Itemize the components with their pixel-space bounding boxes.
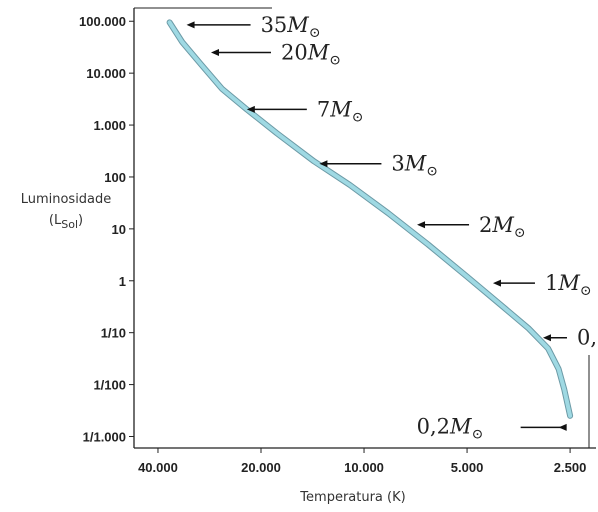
mass-arrow [246, 105, 307, 113]
x-tick-label: 5.000 [451, 460, 484, 475]
y-tick-label: 1/100 [93, 378, 126, 393]
mass-label: 0,2M⊙ [417, 414, 484, 442]
mass-symbol: M [307, 40, 330, 64]
sun-symbol: ⊙ [426, 164, 438, 180]
y-axis-label: Luminosidade [21, 192, 112, 207]
y-tick-label: 100 [104, 170, 126, 185]
sun-symbol: ⊙ [580, 283, 592, 299]
mass-arrow [542, 334, 567, 342]
y-tick-label: 1/1.000 [83, 429, 126, 444]
mass-symbol: M [329, 97, 352, 121]
mass-arrow [492, 279, 535, 287]
y-tick-label: 10.000 [86, 66, 126, 81]
mass-arrows [186, 21, 567, 431]
mass-symbol: M [491, 213, 514, 237]
y-tick-label: 1.000 [93, 118, 126, 133]
mass-value: 1 [545, 271, 558, 295]
y-tick-label: 100.000 [79, 14, 126, 29]
mass-value: 2 [479, 213, 492, 237]
y-axis-unit-close: ) [78, 213, 83, 228]
y-tick-label: 1 [119, 274, 126, 289]
mass-label: 1M⊙ [545, 271, 592, 299]
x-tick-label: 20.000 [241, 460, 281, 475]
mass-value: 7 [317, 97, 330, 121]
arrow-head [246, 105, 255, 113]
mass-value: 0,5 [577, 326, 598, 350]
mass-label: 7M⊙ [317, 97, 364, 125]
arrow-head [319, 160, 328, 168]
mass-arrow [520, 423, 567, 431]
mass-label: 3M⊙ [391, 152, 438, 180]
arrow-head [492, 279, 501, 287]
mass-value: 0,2 [417, 414, 450, 438]
x-axis-label: Temperatura (K) [299, 490, 405, 505]
arrow-head [558, 423, 567, 431]
main-sequence [166, 19, 574, 419]
mass-label: 20M⊙ [281, 40, 341, 68]
y-tick-label: 10 [112, 222, 126, 237]
y-axis-unit-open: (L [49, 213, 62, 228]
axis-ticks: 100.000 10.000 1.000 100 10 1 1/10 1/100 1/1.000… [79, 14, 586, 475]
main-sequence-line [167, 20, 573, 418]
x-tick-label: 2.500 [554, 460, 587, 475]
sun-symbol: ⊙ [329, 52, 341, 68]
arrow-head [210, 48, 219, 56]
arrow-head [186, 21, 195, 29]
mass-symbol: M [557, 271, 580, 295]
arrow-head [417, 221, 426, 229]
mass-arrow [319, 160, 382, 168]
x-tick-label: 40.000 [138, 460, 178, 475]
mass-label: 2M⊙ [479, 213, 526, 241]
sun-symbol: ⊙ [514, 225, 526, 241]
y-axis-unit-sub: Sol [61, 218, 78, 231]
mass-label: 0,5M⊙ [577, 326, 598, 354]
mass-symbol: M [449, 414, 472, 438]
mass-symbol: M [404, 152, 427, 176]
plot-frame [133, 7, 596, 449]
mass-value: 3 [391, 152, 404, 176]
mass-label: 35M⊙ [261, 13, 321, 41]
arrow-head [542, 334, 551, 342]
sun-symbol: ⊙ [309, 25, 321, 41]
mass-labels: 35M⊙20M⊙7M⊙3M⊙2M⊙1M⊙0,5M⊙0,2M⊙ [261, 13, 598, 442]
sun-symbol: ⊙ [472, 426, 484, 442]
mass-arrow [210, 48, 271, 56]
mass-arrow [417, 221, 470, 229]
mass-value: 20 [281, 40, 308, 64]
mass-value: 35 [261, 13, 288, 37]
y-axis-unit: (LSol) [49, 213, 83, 231]
mass-symbol: M [286, 13, 309, 37]
y-tick-label: 1/10 [101, 326, 126, 341]
x-tick-label: 10.000 [344, 460, 384, 475]
sun-symbol: ⊙ [352, 109, 364, 125]
mass-arrow [186, 21, 251, 29]
